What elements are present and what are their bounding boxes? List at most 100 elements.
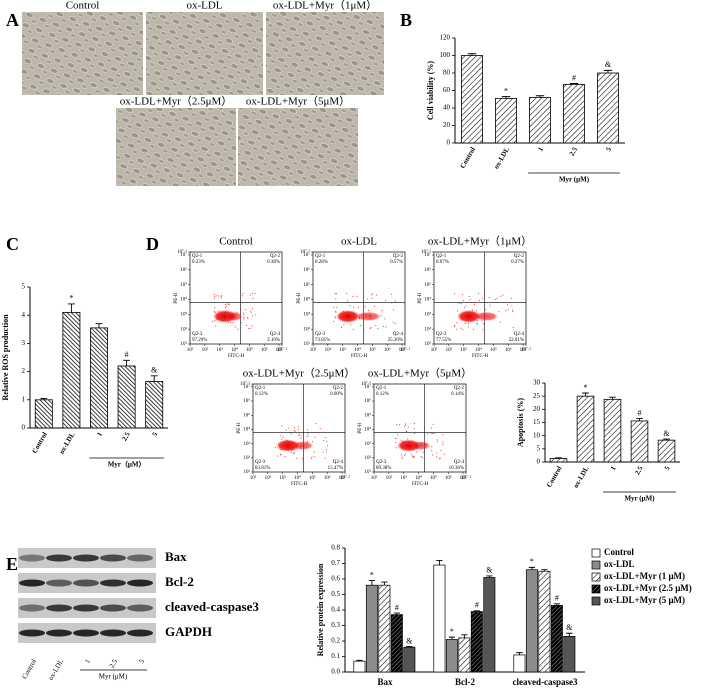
cell-dot [407,426,409,428]
quadrant-name: Q2-2 [454,386,465,391]
cell-dot [460,327,462,329]
quadrant-name: Q2-1 [255,386,266,391]
x-tick-label: 10² [202,347,209,353]
cell-dot [392,309,394,311]
cell-dot [471,318,473,320]
y-tick-label: 0 [22,424,26,432]
cell-dot [443,453,445,455]
panel-label: E [6,554,18,574]
cell-dot [415,443,417,445]
x-tick-label: 10⁴ [294,475,301,481]
cell-dot [220,296,222,298]
cell-dot [360,324,362,326]
bar [550,604,563,673]
x-tick-label: 10³ [279,475,286,481]
cell-dot [234,326,236,328]
cell-dot [225,307,227,309]
cell-dot [294,430,296,432]
flow-plot: Control Q2-10.23% Q2-20.38% Q2-397.29% Q2-42… [174,236,287,360]
cell-dot [456,310,458,312]
cell-dot [347,300,349,302]
y-tick-label: 10¹ [181,341,188,347]
quadrant-value: 97.29% [192,338,207,343]
group-label: Myr (μM) [559,176,590,184]
error-bar [535,95,545,98]
cell-dot [372,293,374,295]
cell-dot [237,328,239,330]
blot-group-label: Myr (μM) [99,673,128,681]
cell-dot [453,324,455,326]
cell-dot [303,443,305,445]
y-tick-label: 0.7 [331,559,340,567]
cell-dot [311,456,313,458]
cell-dot [353,316,355,318]
cell-dot [462,294,464,296]
legend-swatch [591,560,601,570]
cell-dot [340,327,342,329]
x-tick-label: 10³ [216,347,223,353]
cell-dot [512,309,514,311]
x-tick-label: 10¹ [371,475,378,481]
cell-dot [285,440,287,442]
legend-label: ox-LDL+Myr (5 μM) [604,595,685,605]
cell-dot [432,432,434,434]
y-tick-label: 10⁷ [180,252,187,258]
y-tick-label: 0 [537,458,541,466]
cell-dot [292,447,294,449]
bar [458,637,471,673]
micrograph-title: ox-LDL+Myr（2.5μM） [120,95,233,108]
quadrant-value: 0.14% [451,392,464,397]
cell-dot [349,304,351,306]
cell-dot [476,320,478,322]
cell-dot [218,313,220,315]
cell-dot [464,307,466,309]
quadrant-name: Q2-4 [333,460,344,465]
bar [525,569,538,673]
cell-dot [295,457,297,459]
cell-dot [353,306,355,308]
cell-dot [226,303,228,305]
blot-band [46,604,72,612]
x-tick-label: Bax [377,677,393,687]
cell-dot [412,455,414,457]
cell-dot [381,310,383,312]
cell-dot [420,456,422,458]
cell-dot [462,299,464,301]
cell-dot [319,427,321,429]
panel-label: B [400,10,412,30]
x-tick-label: 10³ [339,347,346,353]
quadrant-name: Q2-3 [255,460,266,465]
x-tick-label: 10⁷·² [461,475,471,481]
cell-dot [471,309,473,311]
cell-dot [336,293,338,295]
flow-frame [252,383,346,473]
cell-dot [299,433,301,435]
cell-dot [405,423,407,425]
cell-dot [482,329,484,331]
y-axis-label: Cell viability (%) [426,61,435,120]
cell-dot [243,319,245,321]
error-bar [528,566,536,570]
y-axis-label: PE-H [237,422,242,434]
cell-dot [395,441,397,443]
y-tick-label: 0.2 [331,637,340,645]
y-tick-label: 15 [533,418,541,426]
cell-dot [356,295,358,297]
legend-label: ox-LDL+Myr (2.5 μM) [604,583,692,593]
bar [563,635,576,673]
quadrant-name: Q2-2 [393,254,404,259]
significance-marker: & [151,366,158,375]
y-axis-label: Apoptosis (%) [516,398,525,447]
cell-dot [484,294,486,296]
cell-dot [292,452,294,454]
cell-dot [509,302,511,304]
x-tick-label: 10⁵ [430,475,437,481]
cell-dot [249,294,251,296]
blot-band [127,604,153,612]
bar [657,439,676,463]
cell-dot [306,435,308,437]
y-tick-label: 0.5 [331,590,340,598]
cell-dot [332,321,334,323]
y-axis-label: Relative ROS production [1,314,10,401]
cell-dot [369,315,371,317]
